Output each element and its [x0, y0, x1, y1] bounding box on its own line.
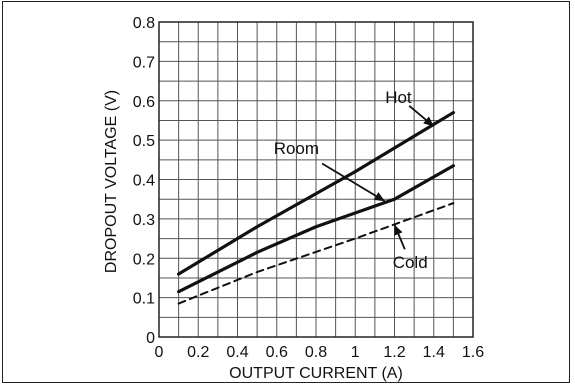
series-line-hot — [177, 110, 455, 276]
y-tick-label: 0.1 — [133, 291, 155, 308]
annotation-arrows — [321, 105, 435, 250]
series-line-cold — [177, 202, 455, 305]
annotation-arrowhead-cold — [394, 224, 403, 236]
annotation-arrowhead-room — [373, 192, 385, 202]
x-tick-label: 1.6 — [462, 344, 484, 361]
y-tick-label: 0.4 — [133, 173, 155, 190]
x-tick-label: 0.2 — [187, 344, 209, 361]
x-tick-label: 1 — [351, 344, 360, 361]
annotation-label-room: Room — [274, 139, 319, 158]
plot-border — [158, 21, 474, 338]
annotation-arrowhead-hot — [423, 116, 434, 127]
tick-labels: 0 0.2 0.4 0.6 0.8 1 1.2 1.4 1.6 0 0.1 0.2 0.3 0.4 0.5 0… — [133, 15, 484, 361]
y-tick-label: 0.6 — [133, 94, 155, 111]
y-tick-label: 0.3 — [133, 212, 155, 229]
annotation-arrow-room — [321, 162, 386, 202]
x-tick-label: 0.8 — [305, 344, 327, 361]
series-line-room — [177, 164, 455, 294]
y-tick-label: 0 — [146, 330, 155, 347]
x-tick-label: 0.6 — [266, 344, 288, 361]
x-tick-label: 0.4 — [226, 344, 248, 361]
annotation-label-cold: Cold — [393, 253, 428, 272]
series-lines — [177, 110, 455, 305]
x-tick-label: 1.2 — [383, 344, 405, 361]
chart-frame — [2, 1, 570, 383]
y-tick-label: 0.7 — [133, 54, 155, 71]
x-tick-label: 1.4 — [423, 344, 445, 361]
y-tick-label: 0.2 — [133, 251, 155, 268]
x-axis-label: OUTPUT CURRENT (A) — [229, 365, 403, 382]
y-tick-label: 0.5 — [133, 133, 155, 150]
x-tick-label: 0 — [155, 344, 164, 361]
y-tick-label: 0.8 — [133, 15, 155, 32]
annotation-labels: Hot Room Cold — [274, 88, 428, 272]
grid — [158, 21, 474, 338]
y-axis-label: DROPOUT VOLTAGE (V) — [103, 90, 120, 273]
annotation-label-hot: Hot — [385, 88, 412, 107]
